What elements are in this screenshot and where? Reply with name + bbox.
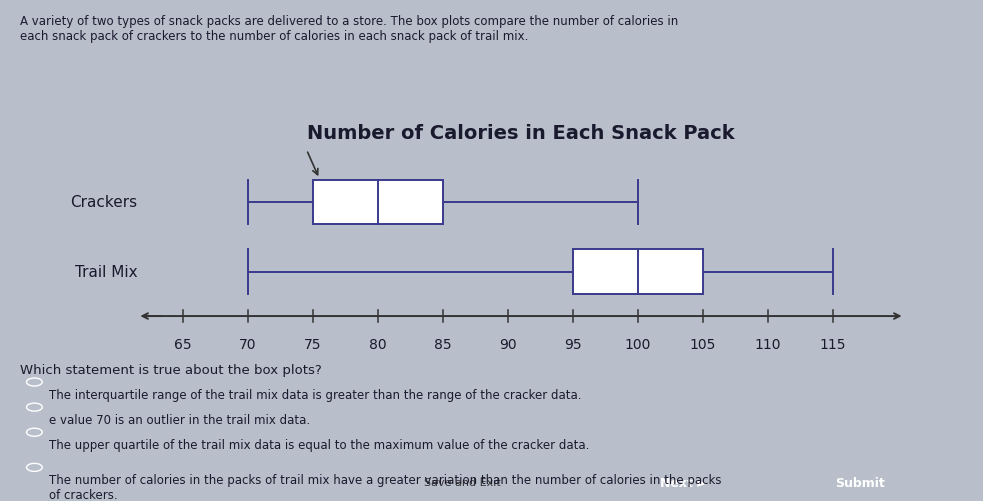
Text: 110: 110 — [755, 337, 781, 351]
Text: 95: 95 — [564, 337, 582, 351]
Text: Next ►: Next ► — [660, 476, 707, 488]
Text: 80: 80 — [370, 337, 386, 351]
Bar — [313, 180, 443, 224]
Text: The number of calories in the packs of trail mix have a greater variation than t: The number of calories in the packs of t… — [49, 473, 722, 501]
Text: The upper quartile of the trail mix data is equal to the maximum value of the cr: The upper quartile of the trail mix data… — [49, 438, 590, 451]
Text: 65: 65 — [174, 337, 192, 351]
Text: A variety of two types of snack packs are delivered to a store. The box plots co: A variety of two types of snack packs ar… — [20, 15, 678, 43]
Text: Submit: Submit — [836, 476, 885, 488]
Text: 85: 85 — [434, 337, 452, 351]
Bar — [573, 250, 703, 294]
Text: 70: 70 — [239, 337, 257, 351]
Text: 75: 75 — [304, 337, 321, 351]
Text: The interquartile range of the trail mix data is greater than the range of the c: The interquartile range of the trail mix… — [49, 388, 582, 401]
Text: Which statement is true about the box plots?: Which statement is true about the box pl… — [20, 363, 321, 376]
Text: 100: 100 — [625, 337, 651, 351]
Text: Crackers: Crackers — [71, 195, 138, 210]
Text: Save and Exit: Save and Exit — [424, 477, 500, 487]
Text: e value 70 is an outlier in the trail mix data.: e value 70 is an outlier in the trail mi… — [49, 413, 311, 426]
Text: Trail Mix: Trail Mix — [75, 265, 138, 280]
Title: Number of Calories in Each Snack Pack: Number of Calories in Each Snack Pack — [307, 124, 735, 143]
Text: 115: 115 — [820, 337, 846, 351]
Text: 105: 105 — [690, 337, 717, 351]
Text: 90: 90 — [499, 337, 517, 351]
